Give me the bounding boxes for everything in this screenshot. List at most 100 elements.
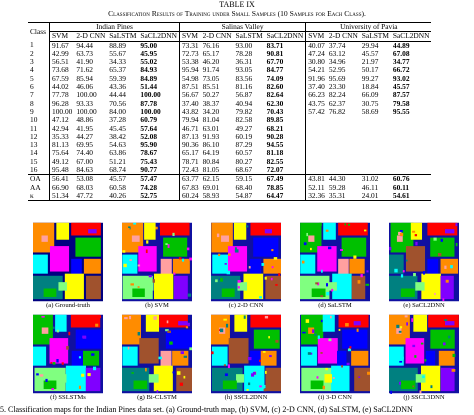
table-cell: 60.58 — [109, 182, 126, 192]
table-cell: 100.00 — [138, 107, 180, 117]
table-row: 9 100.00 100.00 84.00 100.00 43.82 34.20 79.82 7… — [28, 106, 431, 117]
table-cell: 87.29 — [235, 140, 253, 150]
table-cell: 73.31 — [181, 40, 199, 50]
table-cell: 12 — [28, 132, 51, 142]
table-cell: 30.75 — [361, 98, 379, 108]
table-cell: 56.51 — [52, 57, 69, 67]
class-header: Class — [28, 22, 51, 42]
table-row: 7 77.78 100.00 44.44 100.00 56.67 50.27 56.87 82… — [28, 90, 431, 100]
table-cell — [391, 133, 432, 141]
table-cell: 51.21 — [109, 156, 126, 166]
table-cell: 80.84 — [202, 156, 220, 166]
table-cell: 1 — [28, 41, 51, 50]
classification-map — [33, 314, 103, 394]
table-cell: 82.55 — [264, 157, 307, 167]
table-cell — [327, 116, 360, 124]
table-cell: 65.17 — [181, 148, 199, 158]
table-cell: 79.82 — [235, 106, 253, 116]
table-cell: 81.18 — [264, 149, 307, 158]
table-cell: 40.94 — [235, 98, 253, 108]
column-header: SaLSTM — [107, 31, 139, 42]
table-cell: 85.51 — [202, 82, 220, 92]
table-cell: 81.16 — [235, 82, 253, 92]
figure: (b) SVM — [113, 222, 201, 309]
table-cell: 38.37 — [202, 98, 220, 108]
table-cell: 47.72 — [76, 190, 93, 200]
table-cell: 45.57 — [361, 48, 379, 58]
table-cell: 84.63 — [76, 165, 93, 175]
table-cell: 63.73 — [76, 48, 93, 58]
table-cell — [360, 141, 391, 149]
table-cell — [360, 149, 391, 157]
table-cell: 32.36 — [308, 190, 325, 200]
table-cell — [327, 141, 360, 149]
table-cell: 34.96 — [328, 57, 346, 67]
table-cell: OA — [28, 174, 51, 184]
table-cell: 66.90 — [52, 182, 69, 192]
table-cell: 47.24 — [308, 48, 325, 58]
table-cell: 100.00 — [52, 106, 73, 116]
table-cell: 60.79 — [138, 115, 180, 125]
table-row: OA 56.41 53.08 45.57 57.47 63.77 62.15 59.15 67.… — [28, 174, 432, 184]
table-cell: 91.93 — [202, 131, 220, 141]
table-cell: 54.87 — [235, 190, 253, 200]
table-cell: 16 — [28, 165, 51, 175]
table-cell: 90.28 — [264, 132, 307, 142]
classification-map — [122, 314, 192, 394]
table-cell — [327, 149, 360, 157]
table-cell: 100.00 — [76, 90, 97, 100]
table-cell: 54.98 — [181, 73, 199, 83]
table-cell: κ — [28, 191, 51, 201]
table-cell: 95.48 — [52, 165, 69, 175]
table-cell: 35.31 — [328, 190, 346, 200]
table-cell: 52.95 — [328, 65, 346, 75]
table-cell: 60.24 — [181, 190, 199, 200]
figure-label: (g) Bi-CLSTM — [137, 394, 177, 401]
table-cell: 95.55 — [392, 106, 410, 116]
figure-label: (c) 2-D CNN — [228, 302, 264, 309]
table-cell: 60.76 — [390, 174, 432, 184]
table-cell: 87.51 — [181, 82, 199, 92]
table-row: 12 35.33 44.27 38.42 52.08 87.13 91.93 60.19 90.… — [28, 131, 432, 142]
table-cell: 62.15 — [200, 174, 234, 184]
table-cell: 95.94 — [181, 65, 199, 75]
table-row: 15 49.12 67.00 51.21 75.43 78.71 80.84 80.27 82.… — [28, 156, 431, 167]
table-row: 11 42.94 41.95 45.45 57.64 46.71 63.01 49.27 68.… — [28, 123, 431, 133]
table-cell: 49.12 — [52, 156, 69, 166]
table-cell: 78.71 — [181, 156, 199, 166]
table-cell: 38.42 — [109, 131, 126, 141]
column-header: SaCL2DNN — [390, 31, 432, 42]
table-cell: 60.11 — [392, 182, 410, 192]
table-cell: 7 — [28, 91, 51, 100]
table-cell: 86.10 — [202, 140, 220, 150]
table-cell — [306, 125, 327, 133]
column-header: 2-D CNN — [74, 31, 108, 42]
figure-label: (f) SSLSTMs — [50, 394, 86, 401]
table-cell: 51.34 — [52, 190, 69, 200]
table-cell: 78.85 — [264, 183, 307, 192]
table-cell: 8 — [28, 99, 51, 108]
table-cell: 94.44 — [76, 40, 93, 50]
table-cell: 90.81 — [264, 49, 307, 59]
table-cell: 60.57 — [235, 148, 253, 158]
table-cell: 91.96 — [308, 73, 325, 83]
table-cell: 67.59 — [52, 73, 69, 83]
table-cell: 91.67 — [52, 40, 69, 50]
table-cell: 93.00 — [235, 40, 253, 50]
table-cell: 37.40 — [308, 82, 325, 92]
table-cell: 44.89 — [392, 40, 410, 50]
table-cell: 87.57 — [392, 90, 410, 100]
table-cell: 62.30 — [264, 99, 307, 108]
table-cell: 100.00 — [76, 106, 97, 116]
table-cell: 43.75 — [308, 98, 325, 108]
table-cell: 57.47 — [138, 174, 180, 184]
table-cell: 47.12 — [52, 115, 69, 125]
table-cell: 42.94 — [52, 123, 69, 133]
figure-label: (j) SSCL3DNN — [403, 394, 445, 401]
table-cell: 2 — [28, 49, 51, 59]
table-cell: 49.27 — [235, 123, 253, 133]
table-cell: 59.39 — [109, 73, 126, 83]
table-cell: 81.04 — [202, 115, 220, 125]
table-cell: 43.82 — [181, 106, 199, 116]
table-cell: 72.73 — [181, 48, 199, 58]
